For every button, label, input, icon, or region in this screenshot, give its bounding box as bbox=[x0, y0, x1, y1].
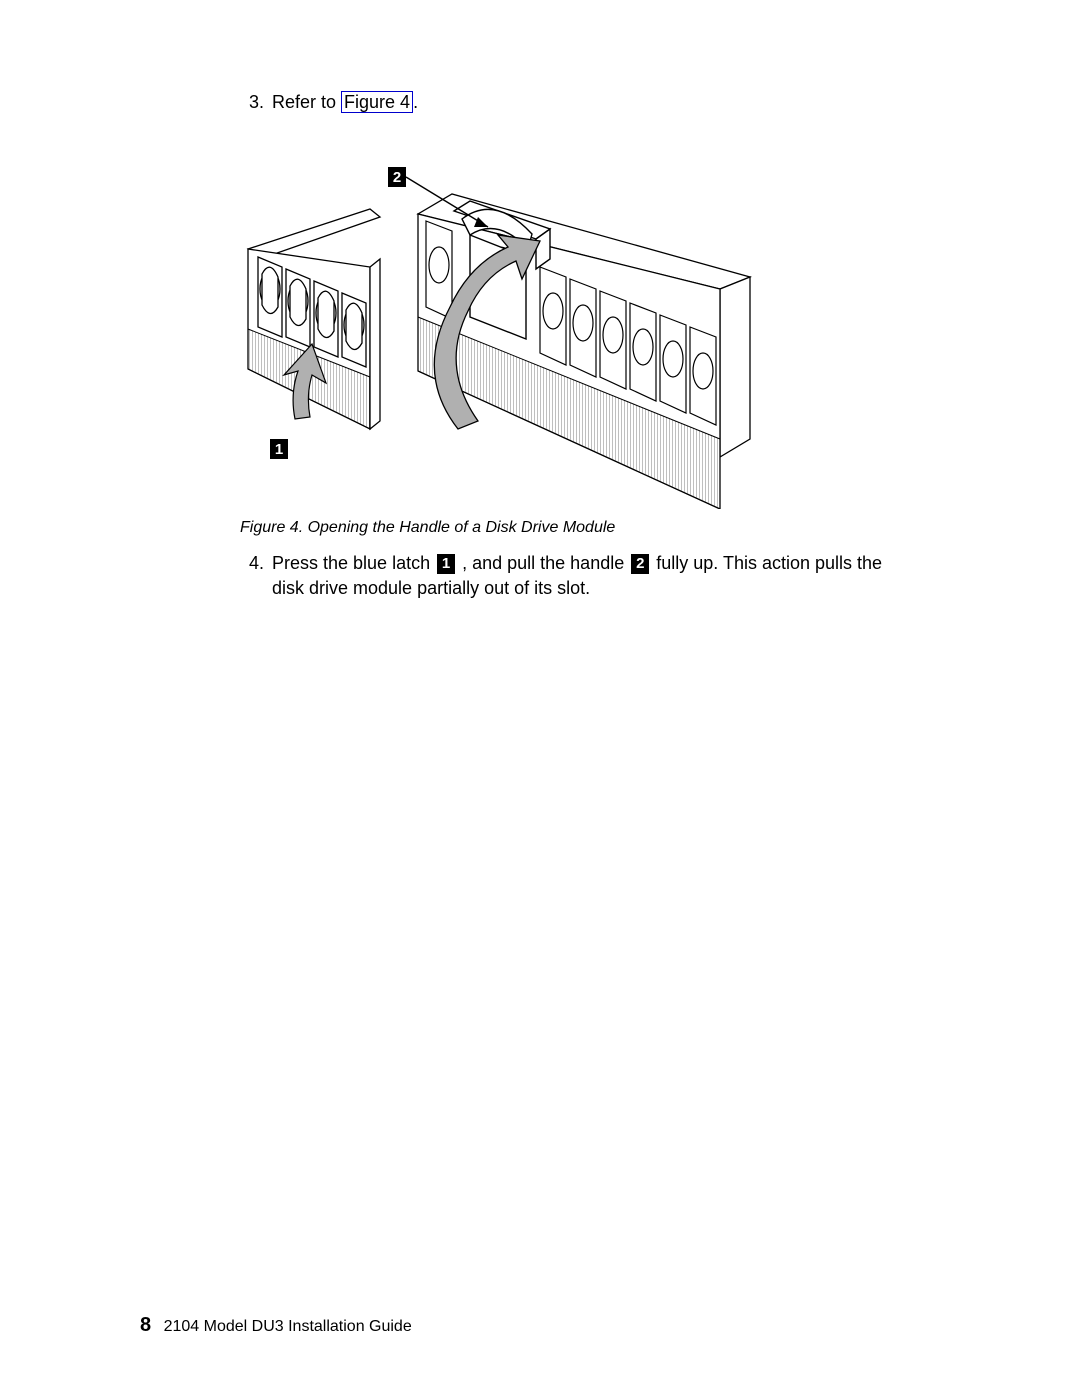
step-4: 4. Press the blue latch 1 , and pull the… bbox=[240, 551, 890, 601]
page: 3. Refer to Figure 4. bbox=[0, 0, 1080, 1397]
step3-prefix: Refer to bbox=[272, 92, 341, 112]
page-footer: 8 2104 Model DU3 Installation Guide bbox=[140, 1314, 412, 1337]
s4-part1: Press the blue latch bbox=[272, 553, 435, 573]
page-number: 8 bbox=[140, 1314, 151, 1336]
step-text: Refer to Figure 4. bbox=[272, 90, 890, 115]
step-number: 4. bbox=[240, 551, 264, 601]
step-number: 3. bbox=[240, 90, 264, 115]
figure-link[interactable]: Figure 4 bbox=[341, 91, 413, 113]
content-column: 3. Refer to Figure 4. bbox=[240, 90, 890, 602]
step-text: Press the blue latch 1 , and pull the ha… bbox=[272, 551, 890, 601]
s4-part2: , and pull the handle bbox=[457, 553, 629, 573]
callout-2-label: 2 bbox=[393, 169, 401, 186]
callout-2-inline: 2 bbox=[631, 554, 649, 574]
callout-1-inline: 1 bbox=[437, 554, 455, 574]
step3-suffix: . bbox=[413, 92, 418, 112]
figure-svg: 1 2 bbox=[240, 139, 760, 509]
callout-1-label: 1 bbox=[275, 441, 283, 458]
figure-caption: Figure 4. Opening the Handle of a Disk D… bbox=[240, 519, 890, 537]
step-3: 3. Refer to Figure 4. bbox=[240, 90, 890, 115]
figure-4: 1 2 bbox=[240, 139, 890, 509]
footer-title: 2104 Model DU3 Installation Guide bbox=[164, 1318, 412, 1335]
